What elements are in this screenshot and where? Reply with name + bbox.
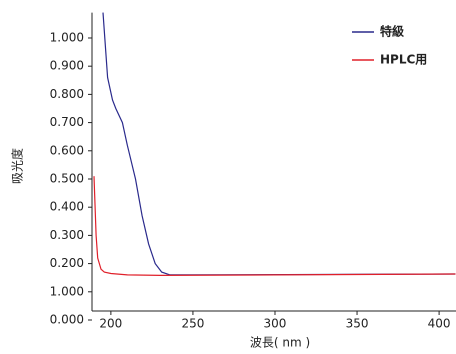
- y-axis-label: 吸光度: [10, 148, 25, 184]
- x-tick-label: 300: [264, 317, 287, 331]
- y-tick-label: 0.900: [50, 59, 84, 73]
- x-tick-label: 400: [428, 317, 451, 331]
- y-tick-label: 0.800: [50, 87, 84, 101]
- line-series: [102, 12, 456, 276]
- x-tick-label: 200: [99, 317, 122, 331]
- y-tick-label: 0.300: [50, 228, 84, 242]
- y-tick-label: 0.700: [50, 115, 84, 129]
- y-tick-label: 0.200: [50, 256, 84, 270]
- y-tick-label: 0.500: [50, 171, 84, 185]
- y-tick-label: 1.000: [50, 30, 84, 44]
- y-tick-label: 1.000: [50, 284, 84, 298]
- legend-label: HPLC用: [380, 53, 427, 67]
- line-series: [93, 176, 456, 277]
- y-tick-label: 0.000: [50, 313, 84, 327]
- y-tick-label: 0.400: [50, 200, 84, 214]
- y-tick-label: 0.600: [50, 143, 84, 157]
- x-tick-label: 250: [181, 317, 204, 331]
- legend-label: 特級: [380, 24, 404, 39]
- x-tick-label: 350: [346, 317, 369, 331]
- x-axis-label: 波長( nm ): [250, 336, 310, 350]
